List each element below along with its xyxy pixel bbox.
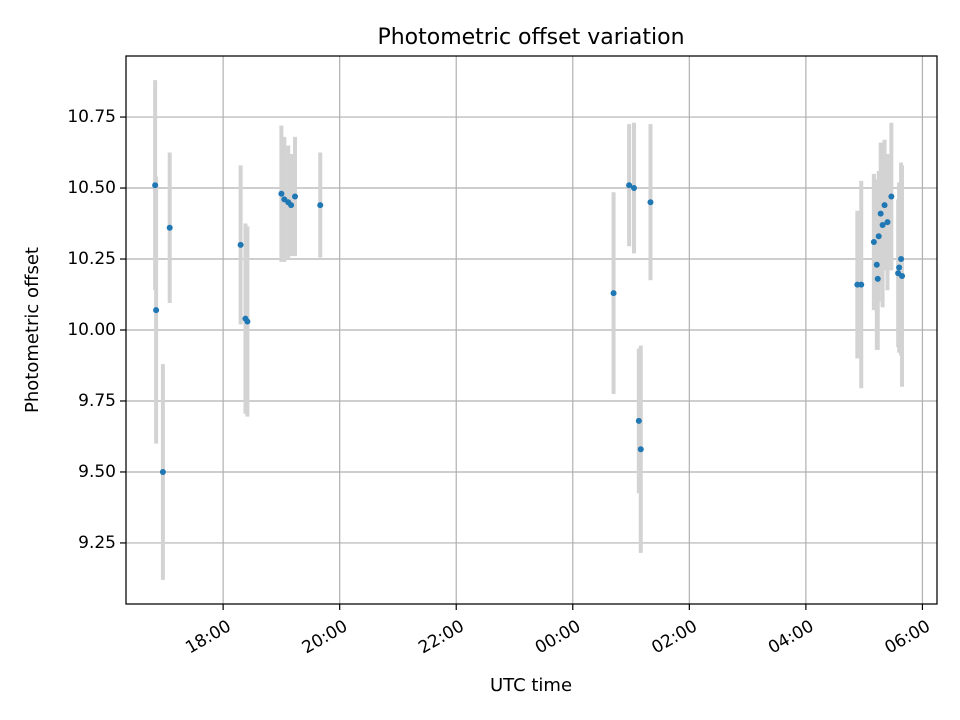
data-point bbox=[626, 182, 633, 189]
y-axis-label: Photometric offset bbox=[22, 247, 43, 413]
data-point bbox=[888, 193, 895, 200]
x-tick-label: 04:00 bbox=[765, 616, 817, 658]
data-point bbox=[278, 190, 285, 197]
x-tick-label: 22:00 bbox=[415, 616, 467, 658]
data-point bbox=[244, 318, 251, 325]
data-point bbox=[874, 275, 881, 282]
x-tick-label: 18:00 bbox=[182, 616, 234, 658]
y-tick-label: 10.25 bbox=[67, 249, 116, 269]
data-point bbox=[881, 202, 888, 209]
y-tick-label: 9.75 bbox=[78, 391, 116, 411]
data-point bbox=[884, 219, 891, 226]
data-point bbox=[858, 281, 865, 288]
data-point bbox=[288, 202, 295, 209]
y-tick-label: 10.00 bbox=[67, 320, 116, 340]
data-point bbox=[153, 307, 160, 314]
y-tick-label: 10.75 bbox=[67, 107, 116, 127]
grid bbox=[126, 56, 937, 604]
data-point bbox=[879, 221, 886, 228]
data-point bbox=[873, 261, 880, 268]
x-axis-label: UTC time bbox=[490, 675, 572, 696]
data-point bbox=[159, 468, 166, 475]
data-points bbox=[152, 182, 906, 475]
data-point bbox=[875, 233, 882, 240]
data-point bbox=[877, 210, 884, 217]
data-point bbox=[237, 241, 244, 248]
data-point bbox=[870, 238, 877, 245]
axis-ticks: 18:00 20:00 22:00 00:00 02:00 04:00 06:00 9.25 9… bbox=[67, 107, 934, 658]
x-tick-label: 02:00 bbox=[648, 616, 700, 658]
y-tick-label: 9.25 bbox=[78, 533, 116, 553]
chart-title: Photometric offset variation bbox=[377, 25, 684, 50]
x-tick-label: 06:00 bbox=[881, 616, 933, 658]
x-tick-label: 00:00 bbox=[532, 616, 584, 658]
data-point bbox=[647, 199, 654, 206]
data-point bbox=[317, 202, 324, 209]
y-tick-label: 9.50 bbox=[78, 462, 116, 482]
y-tick-label: 10.50 bbox=[67, 178, 116, 198]
data-point bbox=[637, 446, 644, 453]
data-point bbox=[610, 290, 617, 297]
data-point bbox=[635, 417, 642, 424]
data-point bbox=[291, 193, 298, 200]
data-point bbox=[166, 224, 173, 231]
x-tick-label: 20:00 bbox=[299, 616, 351, 658]
data-point bbox=[896, 264, 903, 271]
data-point bbox=[899, 273, 906, 280]
data-point bbox=[630, 185, 637, 192]
data-point bbox=[898, 256, 905, 263]
data-point bbox=[152, 182, 159, 189]
